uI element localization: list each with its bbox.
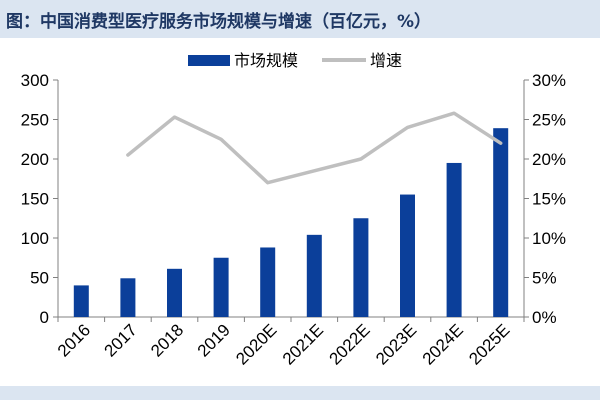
bar-2016 (73, 285, 89, 317)
right-tick-label: 0% (532, 308, 557, 327)
line-series (126, 111, 503, 185)
legend: 市场规模 增速 (188, 51, 402, 70)
right-tick-label: 15% (532, 190, 566, 209)
right-tick-label: 5% (532, 269, 557, 288)
bar-2024E (446, 162, 462, 317)
bar-2021E (306, 234, 322, 317)
right-tick-label: 10% (532, 229, 566, 248)
right-tick-label: 25% (532, 111, 566, 130)
tick-labels: 0 50 100 150 200 250 300 0% 5% 10% 15% 20% 25% 30% 201… (21, 71, 566, 369)
left-tick-label: 50 (30, 269, 49, 288)
left-tick-label: 100 (21, 229, 49, 248)
x-tick-label: 2025E (465, 320, 513, 368)
right-tick-label: 20% (532, 150, 566, 169)
x-tick-label: 2021E (279, 320, 327, 368)
left-tick-label: 300 (21, 71, 49, 90)
legend-bar-label: 市场规模 (234, 51, 298, 70)
bar-2018 (167, 268, 182, 317)
legend-bar-swatch (188, 55, 230, 66)
footer-bar (0, 386, 600, 400)
x-tick-label: 2024E (419, 320, 467, 368)
bar-2022E (353, 218, 369, 317)
legend-line-label: 增速 (370, 51, 402, 70)
bar-2023E (400, 194, 415, 317)
market-size-growth-chart: 市场规模 增速 0 50 100 150 200 250 300 0% 5% 10% 15% 20% 25… (21, 51, 566, 369)
x-tick-label: 2017 (101, 320, 141, 360)
x-tick-label: 2023E (372, 320, 420, 368)
left-tick-label: 250 (21, 111, 49, 130)
bar-2019 (213, 257, 229, 317)
right-tick-label: 30% (532, 71, 566, 90)
title-bar: 图：中国消费型医疗服务市场规模与增速（百亿元，%） (0, 0, 600, 38)
left-tick-label: 200 (21, 150, 49, 169)
left-tick-label: 0 (40, 308, 49, 327)
bar-2020E (260, 247, 276, 317)
bar-2017 (120, 278, 136, 317)
x-tick-label: 2020E (232, 320, 280, 368)
x-tick-label: 2016 (54, 320, 94, 360)
chart-title: 图：中国消费型医疗服务市场规模与增速（百亿元，%） (6, 11, 432, 32)
growth-line (126, 111, 503, 185)
left-tick-label: 150 (21, 190, 49, 209)
bar-2025E (493, 128, 509, 317)
x-tick-label: 2022E (326, 320, 374, 368)
x-tick-label: 2019 (194, 320, 234, 360)
axes (53, 79, 529, 322)
bar-series (73, 128, 509, 317)
x-tick-label: 2018 (147, 320, 187, 360)
